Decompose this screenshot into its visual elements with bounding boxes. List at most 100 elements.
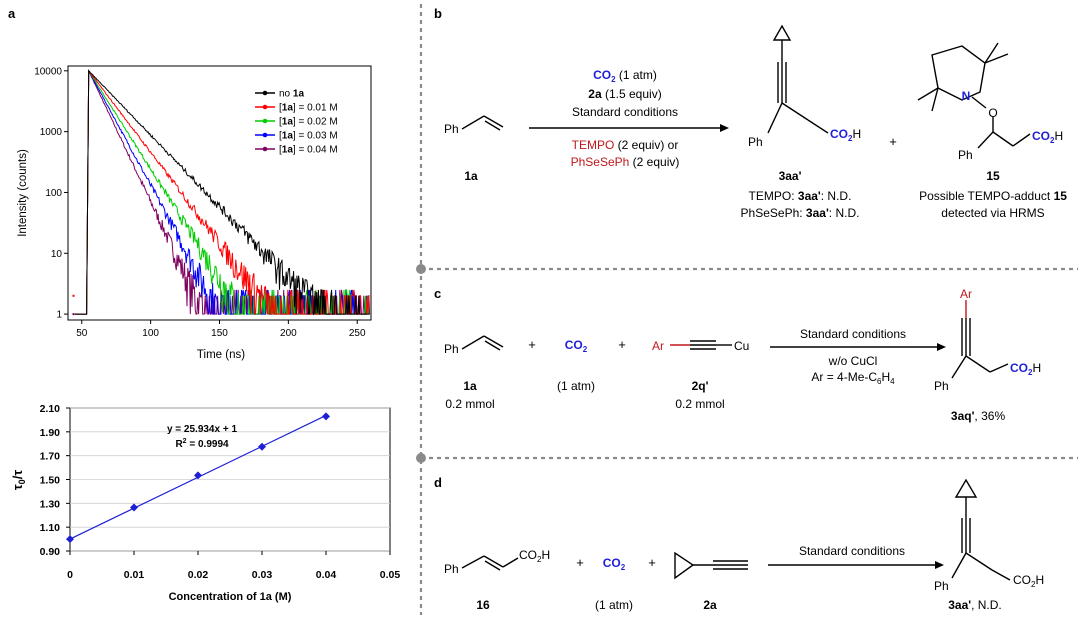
b-substrate-ph: Ph [444, 122, 459, 136]
legend-marker [262, 118, 268, 124]
sv-r-squared-exp: 2 [183, 438, 187, 445]
d-cond: Standard conditions [799, 544, 905, 558]
b-product1-label: 3aa' [779, 169, 802, 183]
b-styrene-bond2 [483, 115, 504, 128]
legend-label-suffix: ] = 0.01 M [293, 103, 338, 114]
legend-label-compound: 1a [282, 117, 294, 128]
b-product2-h: H [1054, 129, 1063, 143]
legend-label-prefix: [ [279, 131, 282, 142]
b-note-hrms: detected via HRMS [941, 206, 1044, 220]
legend-label-suffix: ] = 0.02 M [293, 117, 338, 128]
d-prod-co2h: CO2H [1013, 573, 1044, 589]
c-prod-c-to-ph [951, 355, 967, 379]
b-product2-o: O [988, 106, 997, 120]
decay-y-ticks: 1 10 100 1000 10000 [34, 66, 68, 321]
b-note-phsesep-compound: 3aa' [806, 206, 829, 220]
decay-x-tick-label: 50 [76, 328, 88, 339]
sv-y-axis-tau0: τ [10, 484, 25, 490]
d-prod-cyclopropyl [954, 478, 978, 498]
sv-r-squared: R2 = 0.9994 [175, 438, 229, 450]
c-plus2: + [618, 337, 626, 352]
d-prod-h: H [1035, 573, 1044, 587]
sv-r-squared-value: = 0.9994 [187, 439, 229, 450]
decay-chart: 50 100 150 200 250 1 10 100 1000 10000 Time (ns)… [17, 65, 372, 361]
panel-label-a: a [8, 6, 16, 21]
b-c-to-ph [767, 102, 783, 134]
sv-y-tick-label: 2.10 [40, 403, 61, 415]
decay-x-tick-label: 200 [280, 328, 297, 339]
d-prod-c-to-ph [951, 552, 967, 579]
sv-data-point [258, 442, 266, 451]
b-reagent-2a: 2a (1.5 equiv) [588, 87, 661, 101]
c-arrow-head [937, 343, 946, 351]
decay-y-axis-label: Intensity (counts) [17, 149, 29, 237]
decay-stray-point [72, 294, 75, 297]
c-ar: Ar [652, 339, 664, 353]
d-co2h-h: H [541, 548, 550, 562]
c-cond3-sub2: 4 [890, 377, 895, 386]
b-reagent-tempo-amount: (2 equiv) or [614, 138, 678, 152]
legend-label-suffix: ] = 0.04 M [293, 145, 338, 156]
b-product1-co2h: CO2H [830, 127, 861, 143]
d-co2h: CO2H [519, 548, 550, 564]
b-reagent-tempo-name: TEMPO [572, 138, 615, 152]
legend-label: [1a] = 0.03 M [279, 131, 338, 142]
decay-y-tick-label: 100 [45, 188, 62, 199]
c-prod-co2: CO [1010, 361, 1028, 375]
legend-label-compound: 1a [282, 145, 294, 156]
legend-label-prefix: no [279, 89, 293, 100]
d-plus1: + [576, 555, 584, 570]
legend-marker [262, 104, 268, 110]
d-co2-sub: 2 [621, 563, 626, 572]
sv-x-tick-label: 0.05 [380, 569, 401, 581]
c-cond3-sub1: 6 [877, 377, 882, 386]
d-cinnamic-bond3 [502, 557, 519, 568]
sv-y-tick-label: 1.50 [40, 475, 61, 487]
sv-data-point [130, 503, 138, 512]
c-ph: Ph [444, 342, 459, 356]
b-product2-ph: Ph [958, 148, 973, 162]
c-prod-label-compound: 3aq' [951, 409, 975, 423]
sv-data-point [66, 535, 74, 544]
panel-label-b: b [434, 6, 442, 21]
b-styrene-bond1 [461, 115, 485, 130]
b-reagent-phsesep-amount: (2 equiv) [629, 155, 679, 169]
d-label-2a: 2a [703, 598, 717, 612]
b-c-to-ch2 [781, 102, 809, 121]
b-tempo-me1 [984, 53, 1009, 64]
b-styrene-bond2b [484, 120, 501, 131]
c-styrene-bond1 [461, 335, 485, 350]
d-cinnamic-bond2 [483, 555, 504, 568]
sv-content [66, 407, 390, 552]
legend-label: no 1a [279, 89, 304, 100]
b-note-phsesep-prefix: PhSeSePh: [741, 206, 806, 220]
b-reagent-tempo: TEMPO (2 equiv) or [572, 138, 679, 152]
legend-label-compound: 1a [282, 103, 294, 114]
b-note-adduct-prefix: Possible TEMPO-adduct [919, 189, 1054, 203]
sv-r-squared-base: R [175, 439, 183, 450]
sv-y-ticks: 0.90 1.10 1.30 1.50 1.70 1.90 2.10 [40, 403, 70, 558]
legend-label-prefix: [ [279, 117, 282, 128]
sv-x-tick-label: 0.01 [124, 569, 145, 581]
decay-series-line [74, 69, 370, 315]
b-product2-label: 15 [986, 169, 1000, 183]
b-note-phsesep-result: : N.D. [829, 206, 860, 220]
b-tempo-ring [931, 45, 986, 101]
c-cond3-prefix: Ar = 4-Me-C [811, 370, 877, 384]
d-prod-co2-sub: 2 [1031, 580, 1036, 589]
d-cinnamic-bond2b [484, 560, 501, 571]
legend-marker [262, 146, 268, 152]
panel-dividers [419, 4, 1078, 615]
b-c15-to-ch2 [992, 131, 1014, 147]
legend-label-suffix: ] = 0.03 M [293, 131, 338, 142]
c-cond3: Ar = 4-Me-C6H4 [811, 370, 895, 386]
c-plus1: + [528, 337, 536, 352]
b-reagent-co2-sub: 2 [611, 75, 616, 84]
sv-x-tick-label: 0.03 [252, 569, 273, 581]
c-co2-formula: CO [565, 338, 583, 352]
b-product1-h: H [852, 127, 861, 141]
b-arrow-head [720, 124, 729, 132]
c-styrene-bond2b [484, 340, 501, 351]
b-reagent-co2: CO2 (1 atm) [593, 68, 657, 84]
decay-series-line [74, 69, 370, 316]
